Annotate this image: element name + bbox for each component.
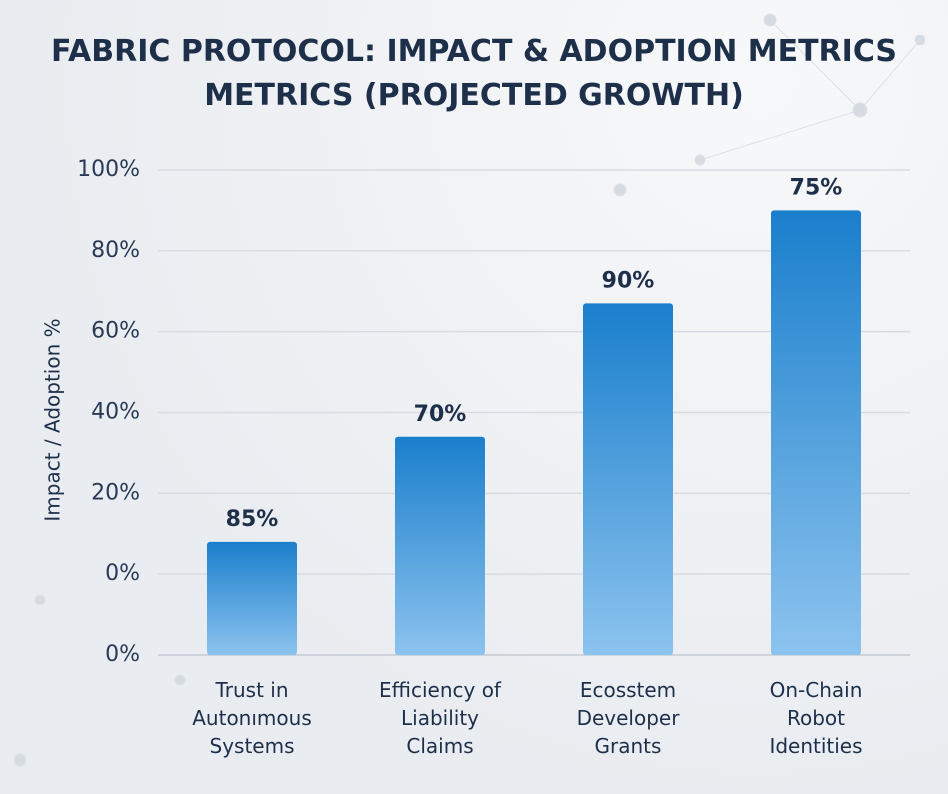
bar-annotation: 70%: [414, 402, 467, 427]
bar: [395, 436, 485, 655]
network-decoration: [13, 13, 926, 767]
y-tick-label: 100%: [77, 157, 140, 182]
x-tick-label: Trust in Autonımous Systems: [192, 678, 312, 758]
chart-title: FABRIC PROTOCOL: IMPACT & ADOPTION METRI…: [50, 34, 898, 113]
y-axis-label: Impact / Adoption %: [41, 318, 65, 521]
bar-annotation: 85%: [226, 507, 279, 532]
y-tick-label: 0%: [105, 561, 140, 586]
x-tick-label: Efficiency of Liability Claims: [379, 678, 501, 758]
y-tick-label: 80%: [91, 238, 140, 263]
bar-annotation: 75%: [790, 175, 843, 200]
y-tick-label: 20%: [91, 480, 140, 505]
bar: [771, 210, 861, 655]
x-tick-label: On-Chain Robot Identities: [769, 678, 863, 758]
bar: [583, 303, 673, 655]
y-tick-label: 0%: [105, 642, 140, 667]
y-tick-label: 60%: [91, 319, 140, 344]
bar: [207, 541, 297, 655]
x-tick-label: Ecosstem Developer Grants: [576, 678, 680, 758]
bar-annotation: 90%: [602, 268, 655, 293]
y-tick-label: 40%: [91, 400, 140, 425]
